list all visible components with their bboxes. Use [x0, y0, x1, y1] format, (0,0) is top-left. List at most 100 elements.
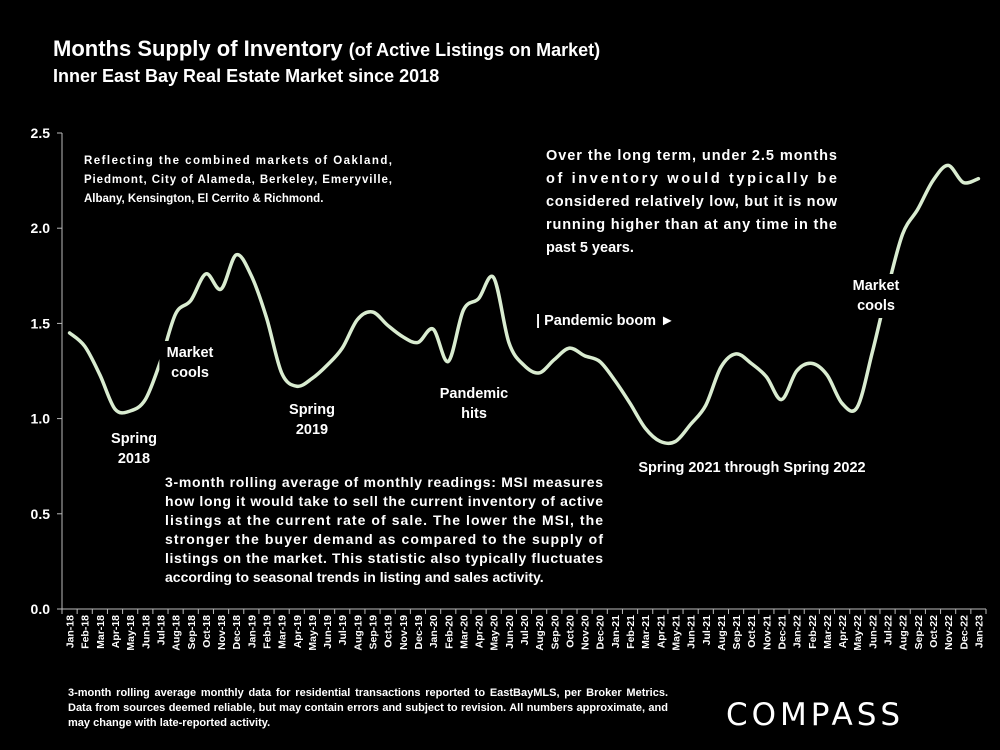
- x-tick-label: Oct-19: [383, 615, 395, 648]
- definition-note-line: according to seasonal trends in listing …: [165, 569, 544, 585]
- annotation-label: Market: [167, 345, 214, 361]
- x-tick-label: Oct-22: [928, 615, 940, 648]
- x-tick-label: Nov-22: [943, 615, 955, 650]
- x-tick-label: Jul-18: [155, 615, 167, 646]
- x-tick-label: Nov-19: [398, 615, 410, 650]
- x-tick-label: Aug-22: [898, 615, 910, 651]
- x-tick-label: Feb-22: [807, 615, 819, 649]
- x-tick-label: Dec-18: [231, 615, 243, 650]
- long-term-note-line: past 5 years.: [546, 240, 634, 256]
- definition-note-line: stronger the buyer demand as compared to…: [165, 531, 603, 547]
- chart-header: Months Supply of Inventory (of Active Li…: [53, 36, 600, 87]
- definition-note-line: how long it would take to sell the curre…: [165, 493, 603, 509]
- x-tick-label: Aug-20: [534, 615, 546, 651]
- definition-note-background: [152, 468, 615, 593]
- x-tick-label: Jan-19: [246, 615, 258, 648]
- x-tick-label: Feb-20: [443, 615, 455, 649]
- title-parenthetical: (of Active Listings on Market): [348, 40, 601, 60]
- annotation-background: [159, 341, 221, 385]
- annotation-label: Spring: [289, 402, 335, 418]
- x-tick-label: May-19: [307, 615, 319, 651]
- x-axis: Jan-18 Feb-18 Mar-18 Apr-18 May-18 Jun-18 Jul-…: [61, 608, 987, 651]
- annotation-background: [103, 427, 165, 471]
- annotation-label: Spring 2021 through Spring 2022: [638, 460, 865, 476]
- annotation-label: Spring: [111, 431, 157, 447]
- annotation-spring-2019: Spring 2019: [289, 402, 335, 438]
- definition-note-line: listings at the current rate of sale. Th…: [165, 512, 603, 528]
- annotation-label: | Pandemic boom ►: [536, 313, 674, 329]
- source-footnote: 3-month rolling average monthly data for…: [68, 687, 668, 729]
- long-term-note-line: considered relatively low, but it is now: [546, 194, 838, 210]
- x-tick-label: Feb-18: [80, 615, 92, 649]
- x-tick-label: Feb-19: [261, 615, 273, 649]
- title-main: Months Supply of Inventory: [53, 36, 343, 61]
- annotation-label: cools: [171, 365, 209, 381]
- x-tick-label: Apr-21: [655, 615, 667, 648]
- x-tick-label: Jun-18: [140, 615, 152, 649]
- y-tick-label: 1.0: [31, 411, 51, 427]
- x-tick-label: May-20: [489, 615, 501, 651]
- x-tick-label: Jun-19: [322, 615, 334, 649]
- x-tick-label: Nov-20: [580, 615, 592, 650]
- y-tick-label: 1.5: [31, 315, 51, 331]
- annotation-label: Market: [853, 278, 900, 294]
- x-tick-label: Oct-21: [746, 615, 758, 648]
- definition-note-line: 3-month rolling average of monthly readi…: [165, 474, 603, 490]
- markets-note: Reflecting the combined markets of Oakla…: [84, 155, 392, 205]
- definition-note: 3-month rolling average of monthly readi…: [152, 468, 615, 593]
- chart-notes: Reflecting the combined markets of Oakla…: [84, 140, 845, 593]
- x-tick-label: Jul-20: [519, 615, 531, 646]
- x-tick-label: Jan-18: [65, 615, 77, 648]
- x-tick-label: Mar-21: [640, 615, 652, 649]
- annotation-background: [435, 382, 513, 426]
- x-tick-label: Jun-22: [867, 615, 879, 649]
- markets-note-line: Reflecting the combined markets of Oakla…: [84, 155, 392, 167]
- x-tick-label: Mar-18: [95, 615, 107, 649]
- x-tick-label: May-21: [670, 615, 682, 651]
- x-tick-label: Feb-21: [625, 615, 637, 649]
- annotation-pandemic-boom: | Pandemic boom ►: [530, 309, 682, 333]
- definition-note-line: listings on the market. This statistic a…: [165, 550, 603, 566]
- x-tick-label: Jan-23: [973, 615, 985, 648]
- annotation-label: cools: [857, 298, 895, 314]
- x-tick-label: Mar-19: [277, 615, 289, 649]
- annotation-pandemic-hits: Pandemic hits: [435, 382, 513, 426]
- x-tick-label: Oct-18: [201, 615, 213, 648]
- x-tick-label: Jun-20: [504, 615, 516, 649]
- x-tick-label: Apr-19: [292, 615, 304, 648]
- x-tick-label: Sep-18: [186, 615, 198, 650]
- x-tick-label: Dec-20: [595, 615, 607, 650]
- x-tick-label: Jul-21: [701, 615, 713, 646]
- x-tick-label: Mar-20: [458, 615, 470, 649]
- x-tick-label: Jan-21: [610, 615, 622, 648]
- annotation-market-cools-2018: Market cools: [159, 341, 221, 385]
- x-tick-label: Nov-21: [761, 615, 773, 650]
- y-tick-label: 0.5: [31, 506, 51, 522]
- annotation-background: [530, 309, 682, 333]
- long-term-note-line: running higher than at any time in the: [546, 217, 837, 233]
- annotation-spring-2018: Spring 2018: [103, 427, 165, 471]
- x-tick-label: Nov-18: [216, 615, 228, 650]
- annotation-background: [845, 274, 907, 318]
- annotation-label: 2019: [296, 422, 328, 438]
- x-tick-label: Mar-22: [822, 615, 834, 649]
- compass-logo: COMPASS: [726, 697, 905, 733]
- long-term-note-background: [533, 140, 845, 258]
- x-tick-label: May-22: [852, 615, 864, 651]
- x-tick-label: Aug-18: [171, 615, 183, 651]
- x-tick-label: Sep-20: [549, 615, 561, 650]
- y-tick-label: 2.0: [31, 220, 51, 236]
- chart-title: Months Supply of Inventory (of Active Li…: [53, 36, 600, 62]
- markets-note-line: Albany, Kensington, El Cerrito & Richmon…: [84, 193, 323, 205]
- x-tick-label: Sep-19: [368, 615, 380, 650]
- chart-subtitle: Inner East Bay Real Estate Market since …: [53, 66, 440, 86]
- y-axis: 0.0 0.5 1.0 1.5 2.0 2.5: [31, 125, 63, 617]
- x-tick-label: Dec-19: [413, 615, 425, 650]
- long-term-note-line: Over the long term, under 2.5 months: [546, 148, 837, 164]
- annotation-label: hits: [461, 406, 487, 422]
- x-tick-label: Apr-20: [474, 615, 486, 648]
- x-tick-label: Oct-20: [564, 615, 576, 648]
- x-tick-label: Jun-21: [686, 615, 698, 649]
